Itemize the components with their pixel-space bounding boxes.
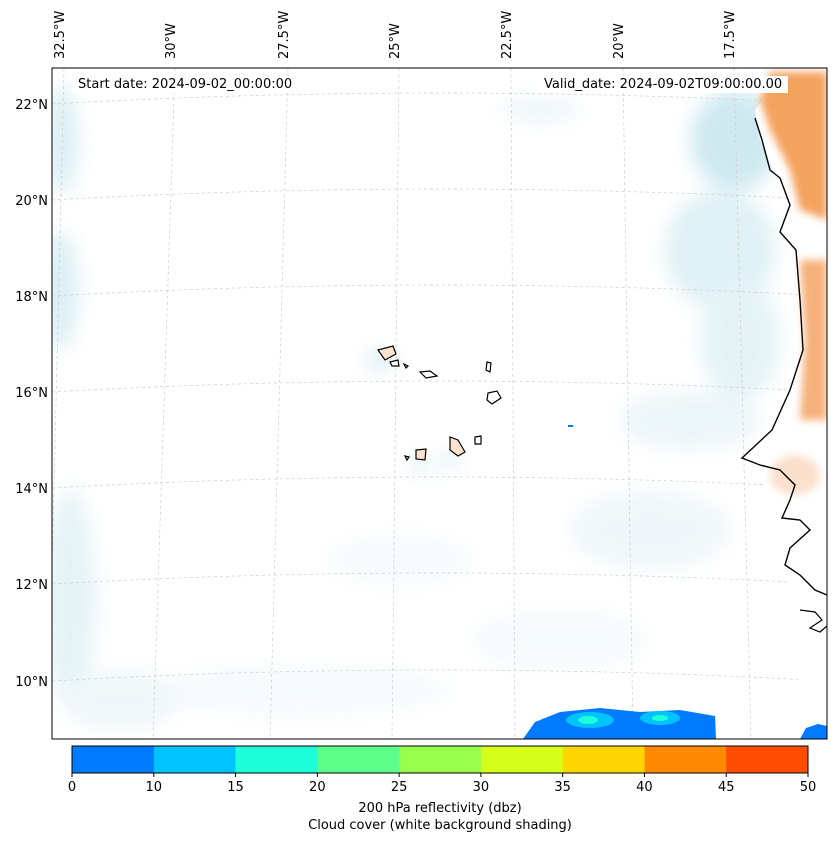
valid-date-label: Valid_date: 2024-09-02T09:00:00.00 [538, 76, 789, 93]
lat-label-22n: 22°N [15, 98, 48, 113]
colorbar-tick-label: 0 [67, 780, 77, 795]
gridlines [52, 68, 827, 739]
coastline [740, 117, 827, 596]
lat-label-12n: 12°N [15, 578, 48, 593]
start-date-label: Start date: 2024-09-02_00:00:00 [72, 76, 299, 93]
colorbar-segment [153, 746, 237, 773]
colorbar-segment [562, 746, 645, 773]
colorbar-label-line1: 200 hPa reflectivity (dbz) [358, 801, 522, 816]
colorbar-label-line2: Cloud cover (white background shading) [308, 818, 572, 833]
lat-label-20n: 20°N [15, 194, 48, 209]
colorbar-segment [399, 746, 482, 773]
cloud-cover-shading [52, 85, 780, 730]
lat-label-14n: 14°N [15, 482, 48, 497]
colorbar-segment [317, 746, 400, 773]
colorbar-tick-label: 20 [309, 780, 326, 795]
land-warm-shading [760, 72, 827, 495]
lat-label-10n: 10°N [15, 675, 48, 690]
colorbar-tick-label: 15 [227, 780, 244, 795]
colorbar-tick-label: 25 [390, 780, 408, 795]
colorbar-segment [644, 746, 727, 773]
reflectivity-echoes [523, 425, 827, 739]
lat-label-18n: 18°N [15, 290, 48, 305]
colorbar-segment [726, 746, 809, 773]
cape-verde-islands [377, 345, 502, 462]
colorbar-segment [480, 746, 564, 773]
colorbar-segment [235, 746, 318, 773]
colorbar-tick-label: 30 [472, 780, 490, 795]
colorbar-tick-label: 50 [799, 780, 817, 795]
colorbar-tick-label: 35 [554, 780, 571, 795]
coastline-south [799, 609, 827, 633]
map-frame [51, 67, 828, 740]
colorbar-tick-label: 45 [717, 780, 735, 795]
colorbar-tick-label: 10 [145, 780, 163, 795]
colorbar-tick-label: 40 [636, 780, 653, 795]
colorbar-segment [72, 746, 155, 773]
lat-label-16n: 16°N [15, 386, 48, 401]
